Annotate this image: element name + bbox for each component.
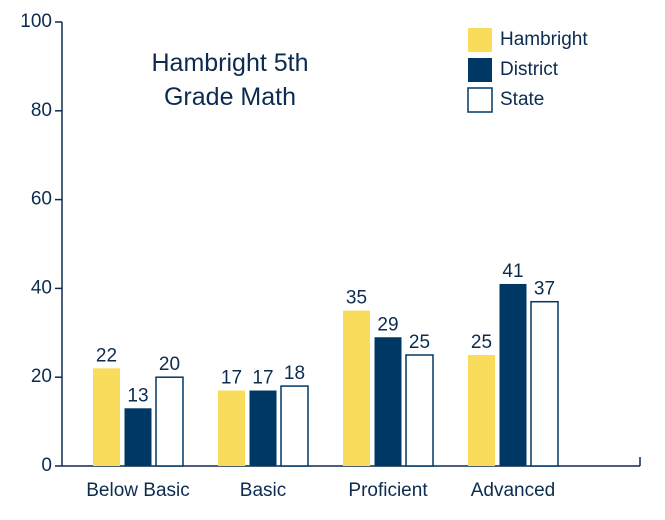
y-tick-label: 100 [20, 11, 52, 32]
data-label: 25 [409, 332, 430, 353]
legend-label: Hambright [500, 29, 588, 50]
bar [530, 300, 559, 467]
bar [343, 310, 370, 466]
bar [374, 337, 402, 466]
bar [93, 368, 120, 466]
chart-title: Hambright 5th Grade Math [151, 49, 309, 111]
bar [249, 390, 277, 466]
bar [405, 354, 434, 467]
data-label: 17 [221, 368, 242, 389]
legend-swatch [467, 87, 493, 113]
legend-swatch [468, 58, 492, 82]
data-label: 13 [127, 385, 148, 406]
legend-label: District [500, 59, 559, 80]
y-tick-label: 20 [31, 366, 52, 387]
data-label: 37 [534, 279, 555, 300]
y-tick-label: 0 [41, 455, 52, 476]
bar [468, 355, 495, 466]
x-tick-label: Advanced [470, 480, 556, 501]
legend-label: State [500, 89, 544, 110]
x-tick-label: Below Basic [86, 480, 190, 501]
x-tick-label: Proficient [348, 480, 428, 501]
bar [124, 408, 152, 466]
data-label: 18 [284, 363, 305, 384]
data-label: 35 [346, 288, 367, 309]
y-tick-label: 60 [31, 189, 52, 210]
x-tick-label: Basic [239, 480, 287, 501]
data-label: 20 [159, 354, 180, 375]
data-label: 41 [502, 261, 523, 282]
bar [499, 283, 527, 466]
data-label: 25 [471, 332, 492, 353]
data-label: 17 [252, 368, 273, 389]
y-tick-label: 40 [31, 277, 52, 298]
data-label: 22 [96, 345, 117, 366]
bar [218, 390, 245, 466]
bar [155, 376, 184, 467]
bar [280, 385, 309, 467]
y-tick-label: 80 [31, 100, 52, 121]
legend-swatch [468, 28, 492, 52]
data-label: 29 [377, 314, 398, 335]
